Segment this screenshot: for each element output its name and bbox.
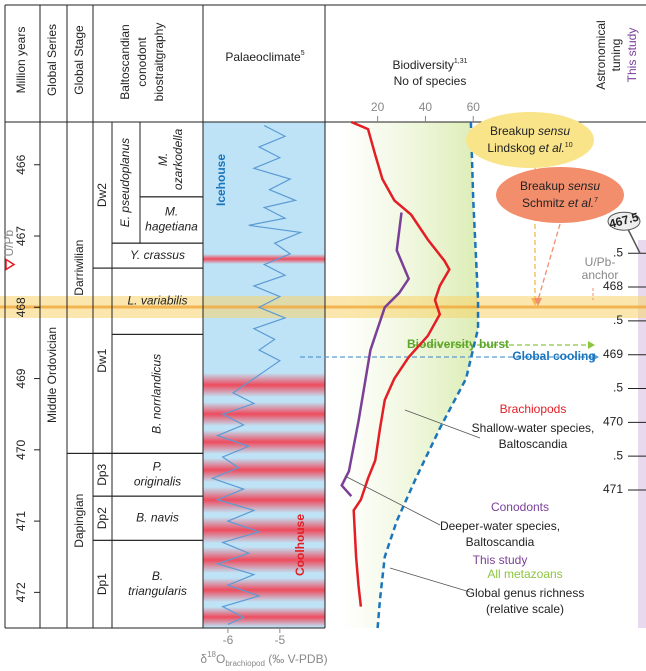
y-tick-label: 466	[14, 154, 28, 174]
stage-label: Dapingian	[72, 494, 86, 548]
zone-label: B.	[152, 569, 163, 583]
column-header: Baltoscandian	[118, 24, 132, 99]
column-header: biostraitgraphy	[152, 23, 166, 102]
legend-name: All metazoans	[487, 567, 562, 581]
zone-label: E. pseudoplanus	[118, 138, 132, 227]
x-tick-label: -6	[223, 633, 234, 647]
breakup-text-part: Lindskog	[487, 141, 538, 155]
zone-label: ozarkodella	[171, 128, 185, 190]
substage-label: Dp2	[95, 507, 109, 529]
legend-description: Baltoscandia	[466, 535, 535, 549]
axis-title: No of species	[394, 74, 467, 88]
breakup-text: Breakup sensu	[520, 179, 600, 193]
breakup-text-part: Schmitz	[522, 196, 568, 210]
legend-description: Baltoscandia	[499, 437, 568, 451]
column-header-text: Palaeoclimate	[225, 50, 301, 64]
u-pb-marker	[6, 260, 14, 270]
reference: 5	[301, 50, 305, 57]
breakup-text-part: et al.	[539, 141, 565, 155]
axis-title: δ18Obrachiopod (‰ V-PDB)	[200, 650, 327, 668]
legend-source: This study	[473, 553, 528, 567]
leader-line	[390, 568, 470, 592]
legend-name: Conodonts	[491, 500, 549, 514]
column-header: tuning	[609, 39, 623, 72]
event-label: Global cooling	[512, 349, 595, 363]
zone-label: originalis	[134, 474, 181, 488]
column-header: Million years	[14, 27, 28, 94]
zone-label: B. norrlandicus	[150, 354, 164, 434]
coolhouse-label: Coolhouse	[293, 514, 307, 576]
anchor-caption: anchor	[582, 268, 619, 282]
reference: 1,31	[454, 58, 468, 65]
astro-tick-label: 471	[603, 482, 623, 496]
astro-tick-label: 469	[603, 347, 623, 361]
breakup-text-part: 7	[594, 197, 598, 204]
breakup-text-part: Breakup	[520, 179, 568, 193]
breakup-text: Breakup sensu	[490, 124, 570, 138]
u-pb-label: U/Pb	[2, 229, 16, 256]
breakup-text-part: Breakup	[490, 124, 538, 138]
zone-label: hagetiana	[145, 220, 198, 234]
substage-label: Dw1	[95, 348, 109, 372]
column-header: This study	[625, 28, 639, 83]
legend-description: Deeper-water species,	[440, 519, 560, 533]
zone-label: B. navis	[136, 510, 179, 524]
substage-label: Dw2	[95, 183, 109, 207]
breakup-text-part: et al.	[568, 196, 594, 210]
astro-tick-label: .5	[613, 448, 623, 462]
legend-description: Shallow-water species,	[472, 421, 595, 435]
column-header: Palaeoclimate5	[225, 50, 304, 64]
breakup-text-part: 10	[565, 142, 573, 149]
x-tick-label: 20	[371, 100, 385, 114]
figure: Million years Global Series Global Stage Ba…	[0, 0, 646, 671]
y-tick-label: 472	[14, 582, 28, 602]
stage-label: Darriwilian	[72, 240, 86, 296]
zone-label: Y. crassus	[130, 248, 185, 262]
column-header-text: Biodiversity	[393, 58, 454, 72]
event-label: Biodiversity burst	[407, 337, 509, 351]
y-tick-label: 467	[14, 226, 28, 246]
zone-label: M.	[156, 153, 170, 166]
breakup-bubble	[496, 167, 624, 223]
astro-tick-label: .5	[613, 381, 623, 395]
axis-title-part: O	[216, 652, 225, 666]
breakup-arrow	[538, 224, 560, 300]
anchor-caption: U/Pb-	[585, 255, 616, 269]
zone-label: L. variabilis	[127, 293, 187, 307]
axis-title-part: (‰ V-PDB)	[265, 652, 328, 666]
metazoan-area	[340, 122, 478, 628]
series-label: Middle Ordovician	[45, 327, 59, 423]
burst-arrow-head	[588, 341, 595, 349]
substage-label: Dp1	[95, 573, 109, 595]
column-header: Astronomical	[594, 20, 608, 89]
astro-tick-label: .5	[613, 313, 623, 327]
y-tick-label: 468	[14, 297, 28, 317]
legend-description: (relative scale)	[486, 602, 564, 616]
breakup-text: Lindskog et al.10	[487, 141, 572, 155]
icehouse-label: Icehouse	[214, 154, 228, 206]
breakup-text-part: sensu	[568, 179, 600, 193]
page: Million years Global Series Global Stage Ba…	[0, 0, 646, 671]
x-tick-label: 60	[467, 100, 481, 114]
y-tick-label: 470	[14, 439, 28, 459]
x-tick-label: 40	[419, 100, 433, 114]
breakup-text-part: sensu	[538, 124, 570, 138]
y-tick-label: 471	[14, 511, 28, 531]
column-header: conodont	[135, 37, 149, 87]
zone-label: P.	[153, 459, 163, 473]
zone-label: M.	[165, 205, 178, 219]
zone-label: triangularis	[128, 584, 187, 598]
column-header: Global Stage	[72, 25, 86, 95]
column-header: Global Series	[45, 24, 59, 96]
column-header: Biodiversity1,31	[393, 58, 468, 72]
breakup-bubble	[466, 112, 594, 168]
y-tick-label: 469	[14, 368, 28, 388]
x-tick-label: -5	[274, 633, 285, 647]
legend-name: Brachiopods	[500, 402, 567, 416]
axis-title-part: brachiopod	[225, 659, 265, 668]
astro-tick-label: 470	[603, 415, 623, 429]
legend-description: Global genus richness	[466, 586, 585, 600]
substage-label: Dp3	[95, 463, 109, 485]
breakup-text: Schmitz et al.7	[522, 196, 598, 210]
